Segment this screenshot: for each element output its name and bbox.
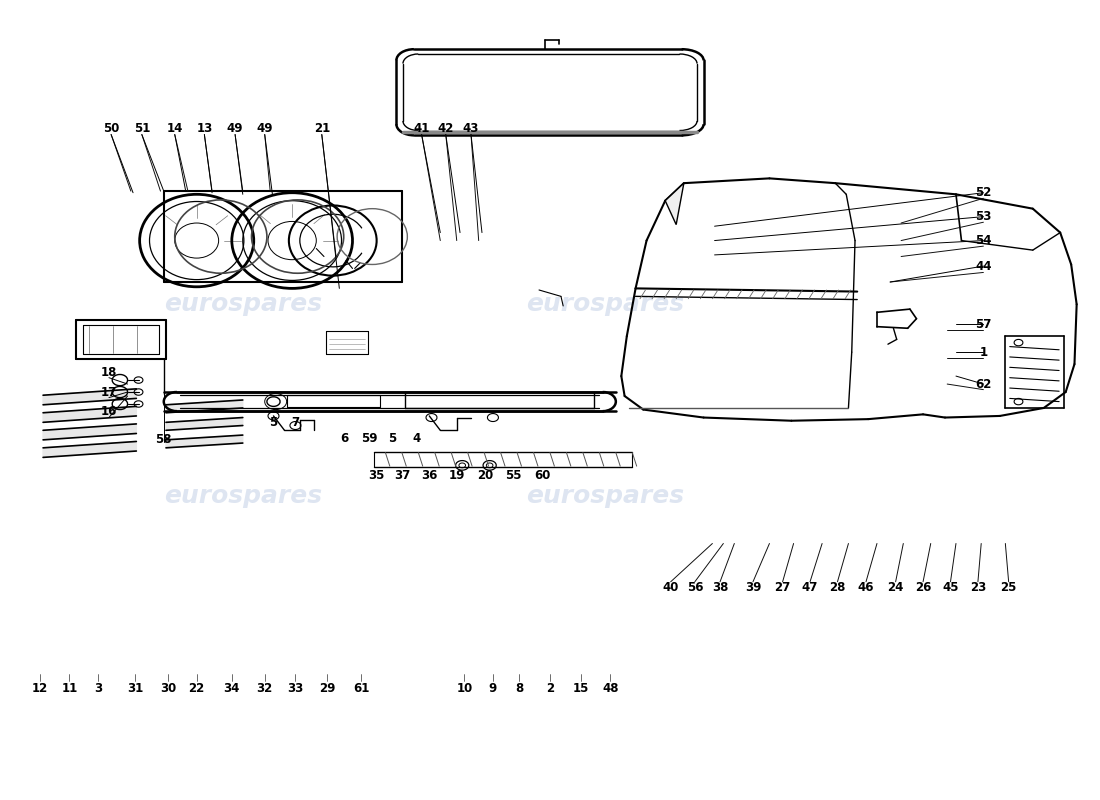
Text: 38: 38 <box>712 581 728 594</box>
Text: 29: 29 <box>319 682 336 695</box>
Text: 35: 35 <box>368 470 385 482</box>
Polygon shape <box>43 406 136 422</box>
Text: 39: 39 <box>745 581 761 594</box>
Text: 59: 59 <box>361 432 377 445</box>
Text: 27: 27 <box>774 581 791 594</box>
Text: 31: 31 <box>128 682 143 695</box>
Text: 42: 42 <box>438 122 454 135</box>
Text: 24: 24 <box>888 581 904 594</box>
Text: 25: 25 <box>1001 581 1016 594</box>
Text: 34: 34 <box>223 682 240 695</box>
Polygon shape <box>166 435 243 448</box>
Text: 23: 23 <box>970 581 986 594</box>
Text: 48: 48 <box>602 682 618 695</box>
Text: 4: 4 <box>412 432 420 445</box>
Text: 50: 50 <box>103 122 119 135</box>
Text: 21: 21 <box>314 122 330 135</box>
Text: 45: 45 <box>943 581 959 594</box>
Text: 30: 30 <box>160 682 176 695</box>
Text: 58: 58 <box>155 434 172 446</box>
Text: 56: 56 <box>686 581 703 594</box>
Text: 20: 20 <box>477 470 494 482</box>
Text: 28: 28 <box>829 581 846 594</box>
Text: 61: 61 <box>353 682 370 695</box>
Text: 44: 44 <box>976 259 992 273</box>
Text: 7: 7 <box>292 416 299 429</box>
Text: 54: 54 <box>976 234 992 247</box>
Text: 5: 5 <box>270 416 277 429</box>
Text: 32: 32 <box>256 682 273 695</box>
Text: 33: 33 <box>287 682 304 695</box>
Text: 16: 16 <box>101 406 117 418</box>
Text: 46: 46 <box>858 581 874 594</box>
Text: 17: 17 <box>101 386 117 398</box>
Polygon shape <box>166 400 243 413</box>
Text: 36: 36 <box>421 470 438 482</box>
Text: 11: 11 <box>62 682 77 695</box>
Text: eurospares: eurospares <box>526 292 684 316</box>
Text: 6: 6 <box>341 432 349 445</box>
Text: 15: 15 <box>572 682 588 695</box>
Text: 12: 12 <box>32 682 48 695</box>
Text: 8: 8 <box>515 682 524 695</box>
Text: eurospares: eurospares <box>164 484 322 508</box>
Polygon shape <box>43 389 136 405</box>
Text: 9: 9 <box>488 682 497 695</box>
Text: 41: 41 <box>414 122 430 135</box>
Text: 51: 51 <box>133 122 150 135</box>
Text: 13: 13 <box>196 122 212 135</box>
Text: 37: 37 <box>394 470 410 482</box>
Polygon shape <box>43 424 136 440</box>
Text: 47: 47 <box>802 581 818 594</box>
Text: 62: 62 <box>976 378 991 390</box>
Text: 53: 53 <box>976 210 991 223</box>
Text: 10: 10 <box>456 682 473 695</box>
Text: 1: 1 <box>979 346 988 358</box>
Polygon shape <box>166 418 243 430</box>
Text: 19: 19 <box>449 470 465 482</box>
Text: 5: 5 <box>388 432 396 445</box>
Text: 40: 40 <box>662 581 679 594</box>
Text: 3: 3 <box>94 682 102 695</box>
Polygon shape <box>43 442 136 458</box>
Text: 18: 18 <box>101 366 117 378</box>
Polygon shape <box>666 183 684 225</box>
Text: eurospares: eurospares <box>164 292 322 316</box>
Text: 57: 57 <box>976 318 991 330</box>
Text: 49: 49 <box>256 122 273 135</box>
Text: 26: 26 <box>915 581 932 594</box>
Text: eurospares: eurospares <box>526 484 684 508</box>
Text: 43: 43 <box>463 122 480 135</box>
Text: 2: 2 <box>546 682 554 695</box>
Text: 60: 60 <box>535 470 550 482</box>
Text: 52: 52 <box>976 186 991 199</box>
Text: 55: 55 <box>506 470 522 482</box>
Text: 49: 49 <box>227 122 243 135</box>
Text: 22: 22 <box>188 682 205 695</box>
Text: 14: 14 <box>166 122 183 135</box>
